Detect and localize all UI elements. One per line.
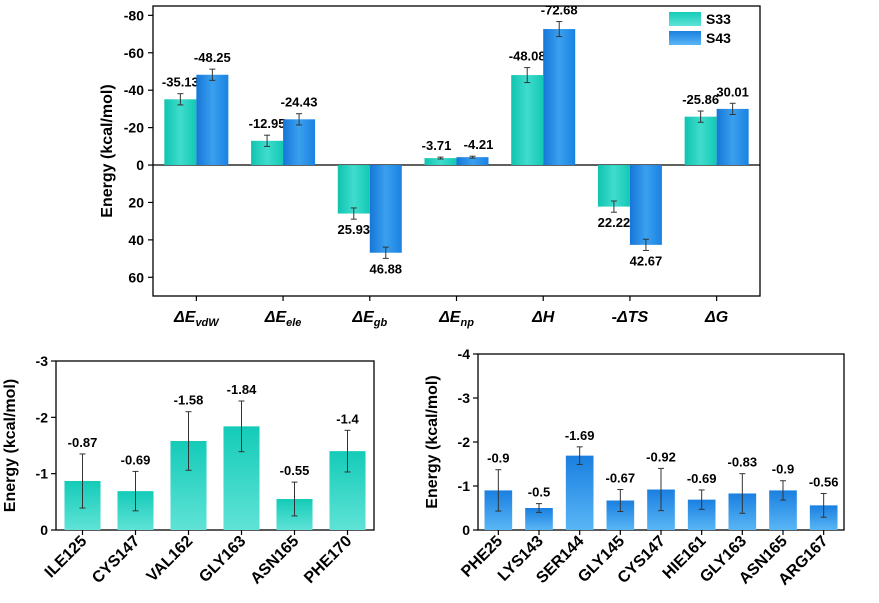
bottom-left-residue-chart: 0 -1 -2 -3 Energy (kcal/mol) -0.87 ILE125 -0.69… (2, 353, 375, 588)
y-tick-label: 20 (128, 194, 144, 210)
data-label: 22.22 (598, 215, 631, 230)
data-label: -0.9 (772, 462, 794, 477)
y-tick-label: -2 (36, 409, 49, 425)
data-label: -25.86 (682, 92, 719, 107)
y-tick-label: 0 (136, 157, 144, 173)
bar-lys143 (525, 508, 553, 530)
category-subscript: vdW (195, 317, 220, 329)
y-tick-label: -3 (36, 353, 49, 369)
legend-label-s33: S33 (706, 11, 731, 27)
bar-s43-2 (369, 165, 402, 253)
y-tick-label: 0 (40, 522, 48, 538)
x-category-label: CYS147 (89, 533, 143, 587)
legend-swatch-s43 (669, 31, 701, 45)
category-prefix: ΔE (438, 309, 462, 326)
data-label: -1.4 (336, 411, 359, 426)
data-label: -0.92 (646, 449, 676, 464)
data-label: -4.21 (464, 137, 494, 152)
data-label: -72.68 (541, 3, 578, 18)
y-tick-label: -60 (124, 45, 144, 61)
category-prefix: ΔE (264, 309, 288, 326)
x-category-label: -ΔTS (612, 309, 649, 326)
data-label: -0.67 (606, 471, 636, 486)
x-category-label: VAL162 (144, 533, 197, 586)
bar-s33-4 (511, 75, 544, 166)
y-tick-label: -1 (458, 478, 471, 494)
legend-label-s43: S43 (706, 30, 731, 46)
bar-s43-3 (456, 157, 489, 166)
data-label: -35.13 (162, 75, 199, 90)
bar-s33-5 (597, 165, 630, 207)
bar-s33-6 (684, 116, 717, 166)
data-label: -0.83 (728, 455, 758, 470)
x-category-label: ΔEgb (351, 309, 387, 329)
data-label: 46.88 (370, 261, 403, 276)
category-subscript: gb (373, 317, 388, 329)
data-label: -0.5 (528, 485, 550, 500)
y-tick-label: -2 (458, 434, 471, 450)
category-prefix: ΔH (531, 309, 555, 326)
data-label: -0.9 (487, 451, 509, 466)
y-tick-label: 60 (128, 269, 144, 285)
y-axis-label: Energy (kcal/mol) (2, 379, 19, 512)
data-label: 25.93 (338, 222, 371, 237)
x-category-label: ΔEele (264, 309, 302, 329)
data-label: -3.71 (422, 138, 452, 153)
bar-s43-6 (716, 108, 749, 166)
category-prefix: -ΔTS (612, 309, 649, 326)
x-category-label: GLY163 (196, 533, 249, 586)
data-label: -0.56 (809, 474, 839, 489)
data-label: 30.01 (716, 84, 749, 99)
y-tick-label: 40 (128, 232, 144, 248)
bar-s43-4 (543, 29, 576, 166)
data-label: -0.55 (280, 463, 310, 478)
x-category-label: ILE125 (42, 533, 91, 582)
top-energy-chart: 60 40 20 0 -20 -40 -60 -80 Energy (kcal/mol) -35.… (99, 3, 761, 329)
plot-frame (55, 360, 375, 531)
x-category-label: ΔG (704, 309, 728, 326)
y-axis-label: Energy (kcal/mol) (424, 375, 441, 508)
data-label: -1.69 (565, 428, 595, 443)
y-tick-label: -3 (458, 390, 471, 406)
y-tick-label: -4 (458, 346, 471, 362)
data-label: -1.84 (227, 382, 257, 397)
category-subscript: np (460, 317, 474, 329)
legend-swatch-s33 (669, 12, 701, 26)
data-label: -0.69 (121, 452, 151, 467)
x-category-label: ΔH (531, 309, 555, 326)
data-label: -12.95 (249, 116, 286, 131)
x-category-label: ΔEnp (438, 309, 474, 329)
bar-s33-2 (337, 165, 370, 214)
x-category-label: ASN165 (248, 533, 303, 588)
bar-s43-1 (283, 119, 316, 166)
bar-s43-0 (196, 74, 229, 166)
x-category-label: PHE170 (301, 533, 355, 587)
data-label: 42.67 (630, 253, 663, 268)
category-prefix: ΔG (704, 309, 728, 326)
y-tick-label: -20 (124, 120, 144, 136)
category-prefix: ΔE (173, 309, 197, 326)
x-category-label: ΔEvdW (173, 309, 220, 329)
data-label: -48.25 (194, 50, 231, 65)
bar-ser144 (565, 455, 594, 530)
y-tick-label: -40 (124, 82, 144, 98)
category-prefix: ΔE (351, 309, 375, 326)
data-label: -0.69 (687, 471, 717, 486)
bar-s33-0 (164, 99, 197, 166)
data-label: -48.08 (509, 49, 546, 64)
bar-s43-5 (629, 165, 662, 245)
data-label: -0.87 (68, 435, 98, 450)
category-subscript: ele (286, 317, 301, 329)
y-axis-label: Energy (kcal/mol) (99, 84, 116, 217)
y-tick-label: -80 (124, 7, 144, 23)
bar-s33-3 (424, 158, 457, 166)
plot-frame (152, 5, 761, 297)
y-tick-label: -1 (36, 466, 49, 482)
y-tick-label: 0 (462, 522, 470, 538)
data-label: -1.58 (174, 393, 204, 408)
data-label: -24.43 (281, 95, 318, 110)
